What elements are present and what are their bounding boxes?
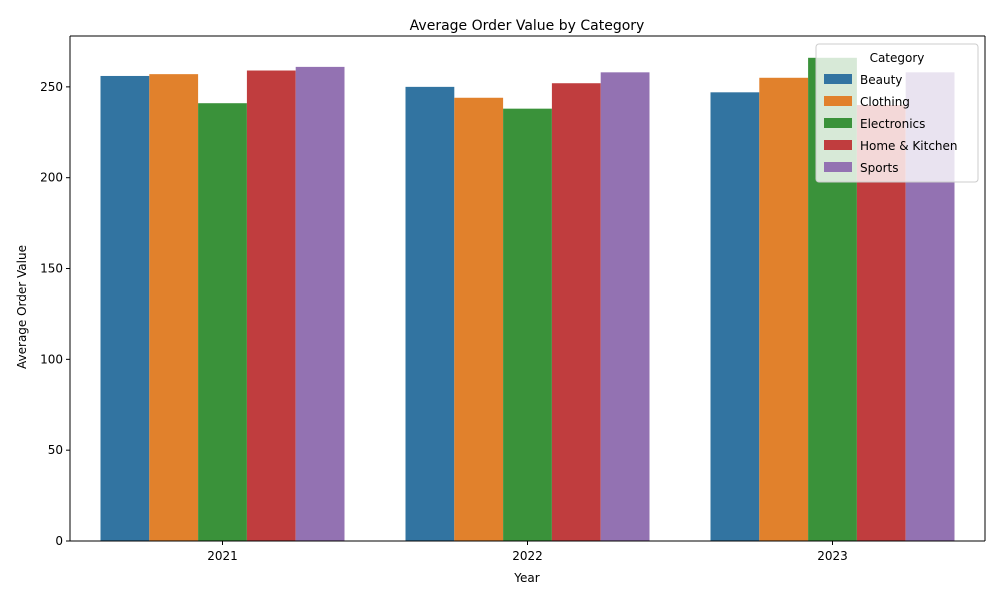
legend-swatch-beauty <box>824 74 852 84</box>
bar-beauty-2023 <box>710 92 760 541</box>
y-axis-title: Average Order Value <box>15 245 29 369</box>
bar-clothing-2023 <box>759 77 809 541</box>
legend-swatch-home-kitchen <box>824 140 852 150</box>
legend-swatch-electronics <box>824 118 852 128</box>
bar-beauty-2022 <box>405 86 455 542</box>
bar-home-kitchen-2021 <box>246 70 296 541</box>
x-axis-title: Year <box>513 571 539 585</box>
legend-label-home-kitchen: Home & Kitchen <box>860 139 958 153</box>
y-tick-label: 250 <box>40 80 63 94</box>
bar-electronics-2021 <box>198 103 247 542</box>
y-tick-label: 150 <box>40 262 63 276</box>
legend-label-sports: Sports <box>860 161 898 175</box>
legend-swatch-clothing <box>824 96 852 106</box>
chart-title: Average Order Value by Category <box>410 18 645 34</box>
x-tick-label: 2022 <box>512 549 543 563</box>
legend-label-electronics: Electronics <box>860 117 925 131</box>
bar-clothing-2022 <box>454 97 504 541</box>
legend: Category Beauty Clothing Electronics Home & … <box>815 43 979 183</box>
legend-label-beauty: Beauty <box>860 73 902 87</box>
bar-home-kitchen-2022 <box>551 83 601 541</box>
x-tick-label: 2023 <box>817 549 848 563</box>
legend-box <box>815 43 979 183</box>
bar-beauty-2021 <box>100 75 150 542</box>
y-tick-label: 0 <box>55 534 63 548</box>
bar-sports-2021 <box>295 66 345 541</box>
axes-layer: 0 50 100 150 200 250 2021 2022 2023 <box>40 35 986 563</box>
bars-layer <box>100 57 955 542</box>
y-tick-label: 100 <box>40 352 63 366</box>
y-tick-label: 200 <box>40 171 63 185</box>
y-tick-label: 50 <box>48 443 63 457</box>
bar-electronics-2022 <box>503 108 552 541</box>
x-tick-label: 2021 <box>207 549 238 563</box>
bar-sports-2022 <box>600 72 650 541</box>
legend-label-clothing: Clothing <box>860 95 910 109</box>
bar-clothing-2021 <box>149 74 199 542</box>
legend-swatch-sports <box>824 162 852 172</box>
legend-title: Category <box>870 51 925 65</box>
